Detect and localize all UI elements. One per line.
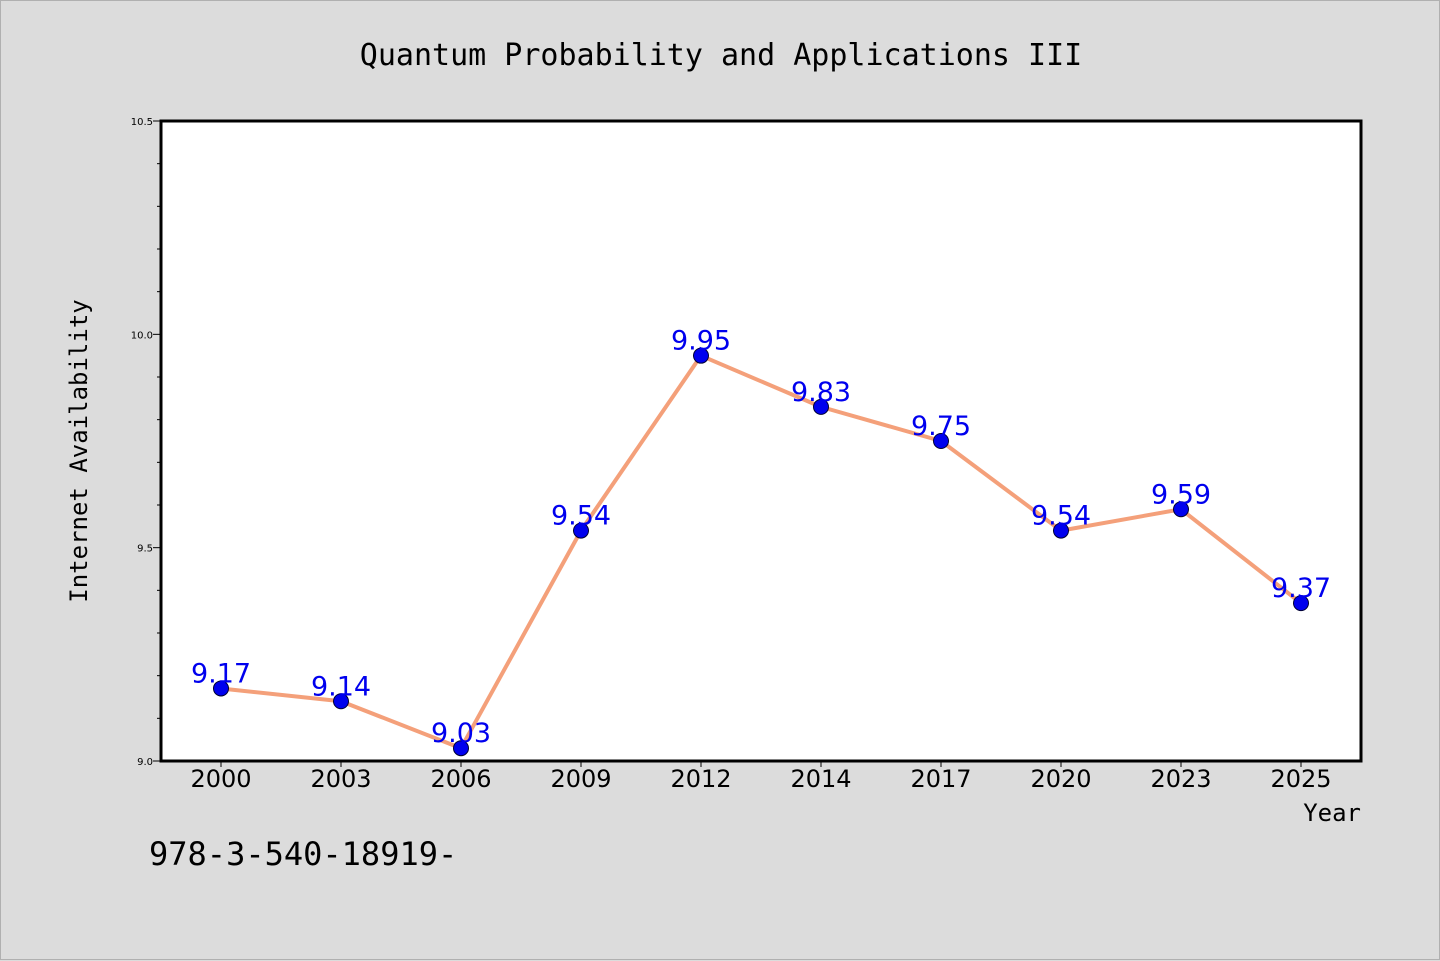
x-tick-label: 2009: [550, 765, 611, 793]
x-tick-label: 2000: [190, 765, 251, 793]
data-labels: 9.17 9.14 9.03 9.54 9.95 9.83 9.75 9.54 9.59 9.37: [191, 326, 1331, 750]
data-label: 9.37: [1271, 573, 1331, 604]
x-tick-label: 2003: [310, 765, 371, 793]
x-tick-label: 2017: [910, 765, 971, 793]
plot-area: [159, 119, 1363, 763]
y-tick-label: 10.5: [131, 117, 153, 128]
data-label: 9.17: [191, 658, 251, 689]
x-tick-label: 2020: [1030, 765, 1091, 793]
x-tick-label: 2006: [430, 765, 491, 793]
data-point: [453, 740, 469, 757]
data-point: [1173, 501, 1189, 518]
data-point: [813, 398, 829, 415]
data-label: 9.95: [671, 326, 731, 357]
data-label: 9.59: [1151, 479, 1211, 510]
x-tick-label: 2014: [790, 765, 851, 793]
x-axis-label: Year: [1303, 799, 1361, 827]
series-line: [220, 353, 1303, 751]
y-tick-label: 9.5: [137, 544, 153, 555]
data-label: 9.03: [431, 718, 491, 749]
data-label: 9.83: [791, 377, 851, 408]
y-tick-label: 9.0: [137, 757, 153, 768]
data-label: 9.14: [311, 671, 371, 702]
data-point: [573, 522, 589, 539]
series-line-group: [213, 347, 1309, 757]
data-point: [693, 347, 709, 364]
y-axis-ticks: 9.0 9.5 10.0 10.5: [131, 117, 161, 768]
data-point: [213, 680, 229, 697]
data-point: [933, 433, 949, 449]
y-axis-label: Internet Availability: [65, 299, 93, 602]
isbn-footer: 978-3-540-18919-: [149, 835, 457, 873]
x-tick-label: 2025: [1270, 765, 1331, 793]
data-label: 9.75: [911, 411, 971, 442]
data-label: 9.54: [1031, 501, 1091, 532]
data-point: [1053, 522, 1069, 539]
data-point: [333, 693, 349, 710]
data-point: [1293, 595, 1309, 612]
x-axis-ticks: 2000 2003 2006 2009 2012 2014 2017 2020 2023 2025: [190, 761, 1332, 793]
chart-title: Quantum Probability and Applications III: [360, 38, 1082, 73]
x-tick-label: 2012: [670, 765, 731, 793]
x-tick-label: 2023: [1150, 765, 1211, 793]
data-label: 9.54: [551, 501, 611, 532]
y-tick-label: 10.0: [131, 330, 153, 341]
